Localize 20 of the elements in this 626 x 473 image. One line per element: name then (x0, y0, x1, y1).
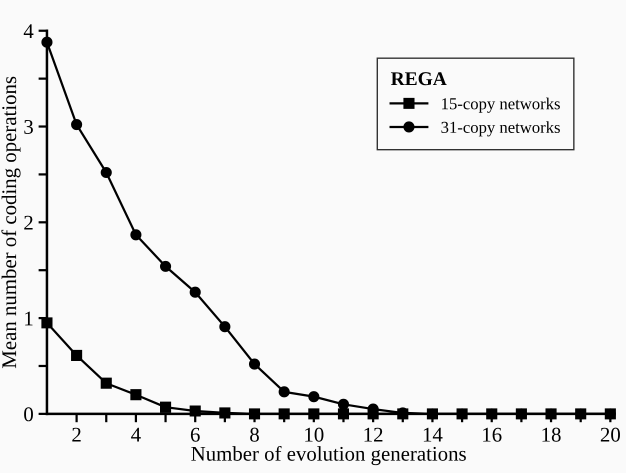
x-axis-title: Number of evolution generations (191, 446, 466, 466)
y-tick-label: 0 (24, 407, 33, 422)
y-tick-label: 3 (24, 120, 33, 134)
legend-label: 31-copy networks (441, 121, 560, 136)
y-tick-label: 4 (24, 24, 34, 38)
y-axis-title: Mean number of coding operations (1, 76, 21, 368)
x-tick-label: 10 (305, 428, 324, 442)
x-tick-label: 20 (600, 428, 620, 442)
x-tick-label: 18 (542, 428, 561, 442)
y-tick-label: 2 (24, 216, 33, 230)
x-tick-label: 8 (250, 428, 259, 442)
x-tick-label: 16 (483, 428, 502, 442)
x-tick-label: 6 (190, 428, 200, 442)
y-tick-label: 1 (25, 312, 33, 326)
legend-label: 15-copy networks (442, 98, 560, 113)
x-tick-label: 4 (131, 428, 141, 442)
legend-title: REGA (390, 72, 447, 86)
x-tick-label: 12 (364, 428, 382, 442)
x-tick-label: 2 (72, 428, 81, 442)
x-tick-label: 14 (424, 428, 443, 442)
